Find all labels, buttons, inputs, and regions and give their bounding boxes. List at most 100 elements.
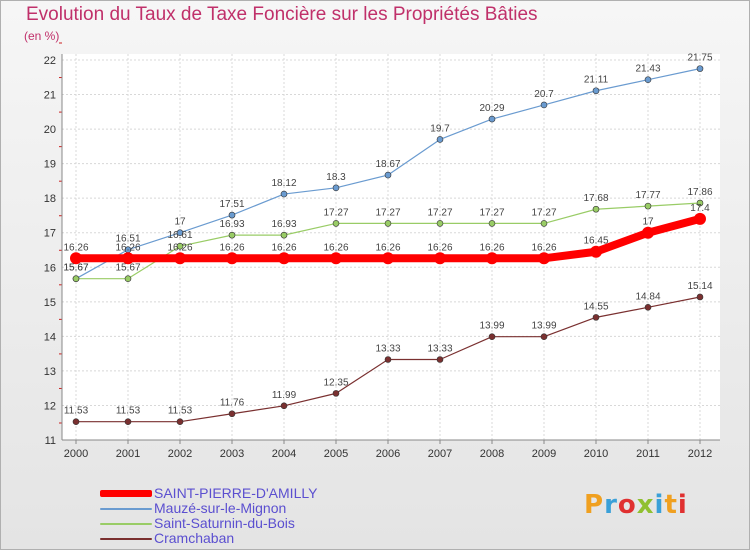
y-tick-label: 22 <box>44 55 56 67</box>
data-label-1: 18.67 <box>375 159 400 170</box>
x-tick-label: 2004 <box>272 448 296 460</box>
series-point-2 <box>280 231 288 239</box>
data-label-2: 16.93 <box>271 219 296 230</box>
data-label-1: 19.7 <box>430 123 450 134</box>
series-point-2 <box>436 220 444 227</box>
x-tick-label: 2008 <box>480 448 504 460</box>
x-tick-label: 2010 <box>584 448 608 460</box>
data-label-2: 17.68 <box>583 193 608 204</box>
legend-item: Mauzé-sur-le-Mignon <box>100 501 400 516</box>
y-tick-label: 13 <box>44 366 56 378</box>
data-label-3: 11.99 <box>272 390 297 401</box>
y-tick-label: 21 <box>44 90 56 102</box>
series-point-1 <box>228 211 236 219</box>
series-point-0 <box>590 245 602 258</box>
series-point-0 <box>278 252 290 265</box>
series-point-1 <box>436 136 444 143</box>
series-point-3 <box>696 293 704 301</box>
legend-label: SAINT-PIERRE-D'AMILLY <box>154 485 318 501</box>
series-point-1 <box>280 190 288 198</box>
data-label-0: 16.26 <box>271 242 296 253</box>
legend-swatch <box>100 508 152 510</box>
data-label-2: 16.61 <box>167 230 192 241</box>
y-tick-label: 17 <box>44 228 56 240</box>
series-point-2 <box>644 202 652 210</box>
legend-label: Cramchaban <box>154 530 235 546</box>
data-label-2: 17.86 <box>687 187 712 198</box>
legend-swatch <box>100 490 152 497</box>
chart-title: Evolution du Taux de Taxe Foncière sur l… <box>26 4 538 25</box>
series-point-0 <box>694 212 706 225</box>
legend-swatch <box>100 538 152 540</box>
series-point-3 <box>124 418 132 425</box>
legend-label: Saint-Saturnin-du-Bois <box>154 515 295 531</box>
data-label-1: 21.11 <box>584 75 609 86</box>
data-label-2: 17.27 <box>479 207 504 218</box>
logo-letter: i <box>654 490 665 520</box>
series-point-3 <box>72 418 80 425</box>
data-label-1: 15.67 <box>63 263 88 274</box>
series-point-3 <box>644 304 652 311</box>
data-label-1: 18.12 <box>271 178 296 189</box>
data-label-3: 13.99 <box>531 321 556 332</box>
data-label-0: 16.26 <box>115 242 140 253</box>
series-point-3 <box>228 410 236 418</box>
series-point-1 <box>332 184 340 192</box>
series-point-1 <box>176 229 184 237</box>
legend-item: Cramchaban <box>100 531 400 546</box>
y-tick-label: 16 <box>44 262 56 274</box>
data-label-1: 17.51 <box>219 199 244 210</box>
series-point-3 <box>280 402 288 410</box>
data-label-0: 16.26 <box>375 242 400 253</box>
series-point-2 <box>696 199 704 207</box>
series-point-2 <box>228 231 236 239</box>
logo-letter: r <box>604 490 618 520</box>
data-label-3: 14.55 <box>583 301 608 312</box>
data-label-2: 17.27 <box>375 207 400 218</box>
series-point-0 <box>382 252 394 265</box>
series-point-2 <box>488 220 496 227</box>
legend-label: Mauzé-sur-le-Mignon <box>154 500 287 516</box>
logo-letter: P <box>584 490 605 520</box>
series-point-1 <box>592 87 600 95</box>
data-label-3: 14.84 <box>635 291 660 302</box>
unit-label: (en %) <box>24 29 60 43</box>
series-point-0 <box>486 252 498 265</box>
data-label-0: 16.26 <box>323 242 348 253</box>
series-point-3 <box>176 418 184 425</box>
series-point-0 <box>174 252 186 265</box>
x-tick-label: 2011 <box>636 448 660 460</box>
logo-letter: o <box>617 490 637 520</box>
data-label-2: 16.93 <box>219 219 244 230</box>
data-label-2: 15.67 <box>63 263 88 274</box>
data-label-3: 11.76 <box>220 398 245 409</box>
series-point-0 <box>538 252 550 265</box>
series-point-0 <box>122 252 134 265</box>
data-label-0: 16.26 <box>167 242 192 253</box>
y-tick-label: 15 <box>44 297 56 309</box>
series-point-3 <box>488 333 496 341</box>
data-label-0: 17 <box>642 217 654 228</box>
series-point-2 <box>72 275 80 282</box>
data-label-2: 17.77 <box>635 190 660 201</box>
data-label-2: 17.27 <box>323 207 348 218</box>
data-label-0: 17.4 <box>690 203 710 214</box>
data-label-0: 16.26 <box>427 242 452 253</box>
series-point-2 <box>332 220 340 227</box>
data-label-1: 18.3 <box>326 172 346 183</box>
series-point-1 <box>644 76 652 83</box>
data-label-0: 16.26 <box>479 242 504 253</box>
y-tick-label: 18 <box>44 193 56 205</box>
x-tick-label: 2005 <box>324 448 348 460</box>
data-label-1: 16.51 <box>115 234 140 245</box>
data-label-3: 13.33 <box>427 344 452 355</box>
y-tick-label: 20 <box>44 124 56 136</box>
series-point-1 <box>540 101 548 109</box>
x-tick-label: 2003 <box>220 448 244 460</box>
series-point-0 <box>330 252 342 265</box>
legend-swatch <box>100 523 152 525</box>
x-tick-label: 2012 <box>688 448 712 460</box>
data-label-0: 16.26 <box>63 242 88 253</box>
series-point-3 <box>592 314 600 321</box>
